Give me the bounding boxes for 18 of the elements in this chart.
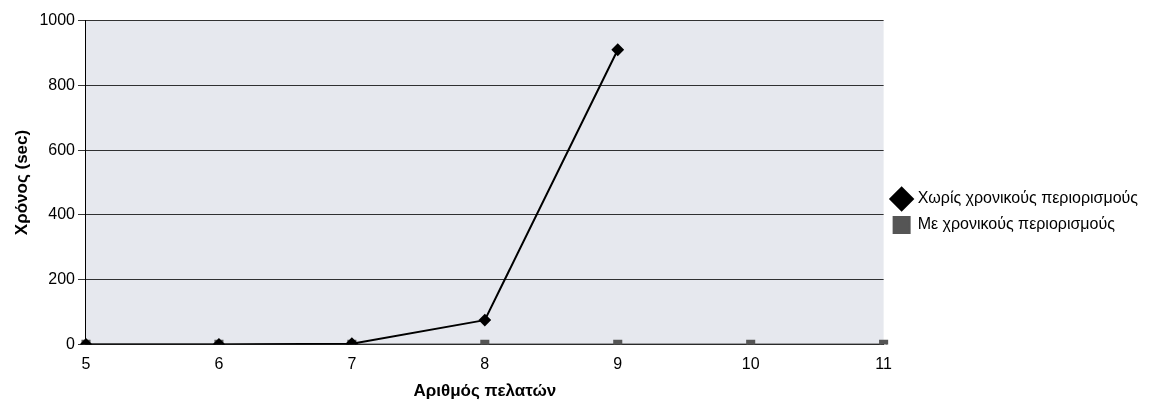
x-tick-label: 8 [480,355,490,373]
y-tick-label: 200 [48,270,76,288]
y-tick-label: 1000 [39,11,76,29]
x-tick-label: 11 [875,355,893,373]
x-axis-title: Αριθμός πελατών [413,381,557,401]
y-axis-title: Χρόνος (sec) [11,129,31,236]
x-tick-label: 6 [214,355,224,373]
x-tick-label: 9 [613,355,623,373]
x-tick-label: 10 [741,355,760,373]
legend-label: Με χρονικούς περιορισμούς [917,215,1116,233]
y-tick-label: 800 [48,75,76,93]
x-tick-label: 7 [347,355,357,373]
x-tick-label: 5 [81,355,91,373]
point [611,43,624,56]
y-tick-label: 600 [48,140,76,158]
y-tick-label: 0 [66,334,76,352]
y-tick-label: 400 [48,205,76,223]
legend-label: Χωρίς χρονικούς περιορισμούς [917,189,1139,207]
